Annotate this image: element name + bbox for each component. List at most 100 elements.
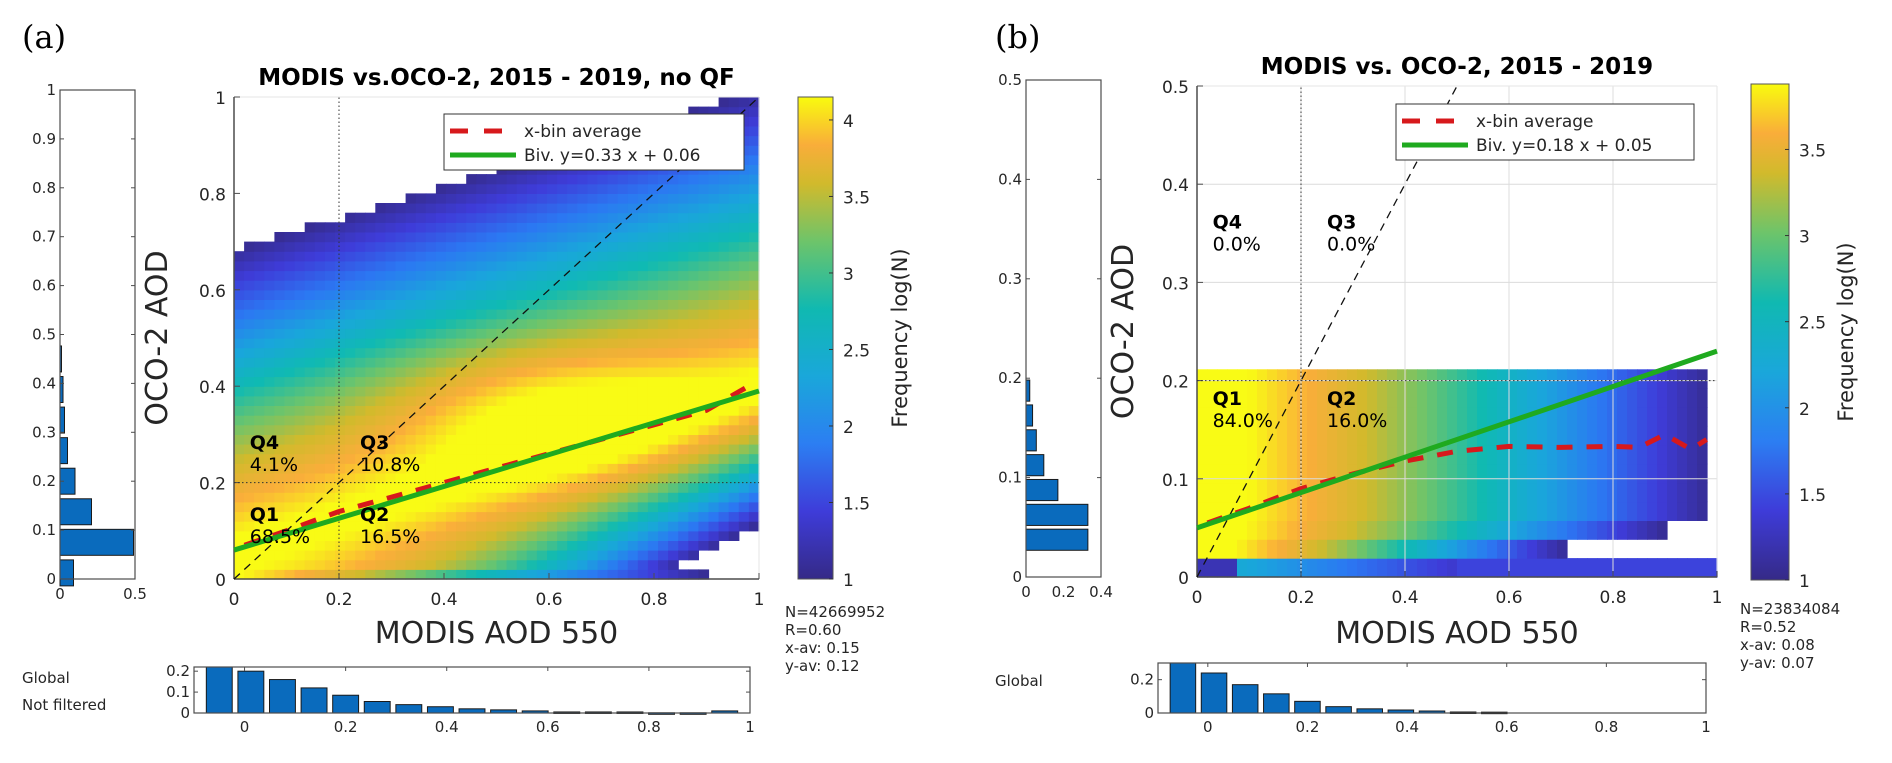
heatmap-cell [567,328,578,339]
heatmap-cell [446,444,457,455]
heatmap-cell [1687,501,1698,521]
heatmap-cell [577,366,588,378]
heatmap-cell [587,318,599,329]
heatmap-cell [496,299,508,310]
heatmap-cell [1537,463,1548,484]
heatmap-cell [536,241,548,252]
heatmap-cell [1567,482,1578,503]
heatmap-cell [526,318,538,329]
heatmap-cell [658,309,669,320]
heatmap-cell [748,164,760,175]
quadrant-percent: 10.8% [360,454,420,476]
heatmap-cell [425,203,437,214]
bottom-histogram-bar [1325,706,1352,714]
heatmap-cell [415,405,427,416]
heatmap-cell [738,521,750,532]
heatmap-cell [587,550,599,561]
heatmap-cell [324,309,336,320]
heatmap-cell [1297,388,1308,408]
heatmap-cell [425,444,437,455]
heatmap-cell [668,463,679,474]
heatmap-cell [476,501,487,513]
heatmap-cell [577,492,588,503]
heatmap-cell [345,328,356,339]
heatmap-cell [1337,539,1348,559]
heatmap-cell [577,232,588,243]
heatmap-cell [446,559,457,570]
heatmap-cell [607,183,619,194]
heatmap-cell [264,415,275,426]
heatmap-cell [304,338,316,349]
heatmap-cell [435,357,447,368]
heatmap-cell [597,270,609,281]
heatmap-cell [1347,407,1358,427]
heatmap-cell [738,270,750,281]
heatmap-cell [496,193,508,204]
heatmap-cell [1657,425,1668,446]
heatmap-cell [1597,520,1608,540]
heatmap-cell [738,97,750,108]
heatmap-cell [516,193,528,204]
heatmap-cell [244,482,255,493]
heatmap-cell [597,251,609,262]
heatmap-cell [425,424,437,435]
heatmap-cell [264,357,275,368]
heatmap-cell [1607,407,1618,427]
heatmap-cell [435,453,447,464]
heatmap-cell [496,473,508,484]
heatmap-cell [335,540,346,551]
heatmap-cell [274,318,286,329]
heatmap-cell [294,376,306,387]
heatmap-cell [385,299,397,310]
heatmap-cell [536,193,548,204]
heatmap-cell [415,251,427,262]
heatmap-cell [678,444,689,455]
heatmap-cell [678,251,689,262]
heatmap-cell [748,251,760,262]
heatmap-cell [668,251,679,262]
heatmap-cell [708,328,720,339]
heatmap-cell [708,318,720,329]
heatmap-cell [1247,558,1258,578]
heatmap-cell [496,540,508,551]
heatmap-cell [567,405,578,416]
heatmap-cell [516,530,528,541]
heatmap-cell [476,376,487,387]
heatmap-cell [597,183,609,194]
heatmap-cell [506,424,518,435]
heatmap-cell [547,444,558,455]
left-hist-xtick-label: 0.2 [1052,583,1076,601]
heatmap-cell [1337,482,1348,503]
heatmap-cell [506,270,518,281]
heatmap-cell [748,453,760,464]
y-tick-label: 0 [215,571,226,591]
heatmap-cell [1537,539,1548,559]
heatmap-cell [375,289,386,300]
heatmap-cell [577,357,588,368]
heatmap-cell [415,222,427,233]
left-histogram-bar [59,437,68,465]
y-tick-label: 0.4 [199,378,226,398]
heatmap-cell [1287,369,1298,389]
heatmap-cell [496,241,508,252]
left-histogram-bar [59,559,74,587]
heatmap-cell [506,347,518,358]
heatmap-cell [748,395,760,406]
quadrant-percent: 0.0% [1327,233,1375,255]
heatmap-cell [1577,520,1588,540]
heatmap-cell [466,183,477,194]
heatmap-cell [496,395,508,406]
heatmap-cell [1467,558,1478,578]
heatmap-cell [466,415,477,426]
heatmap-cell [678,453,689,464]
heatmap-cell [395,251,407,262]
heatmap-cell [385,530,397,541]
heatmap-cell [718,193,730,204]
heatmap-cell [516,540,528,551]
heatmap-cell [678,328,689,339]
heatmap-cell [547,299,558,310]
heatmap-cell [617,212,629,223]
heatmap-cell [1467,520,1478,540]
heatmap-cell [486,270,498,281]
heatmap-cell [1467,482,1478,503]
